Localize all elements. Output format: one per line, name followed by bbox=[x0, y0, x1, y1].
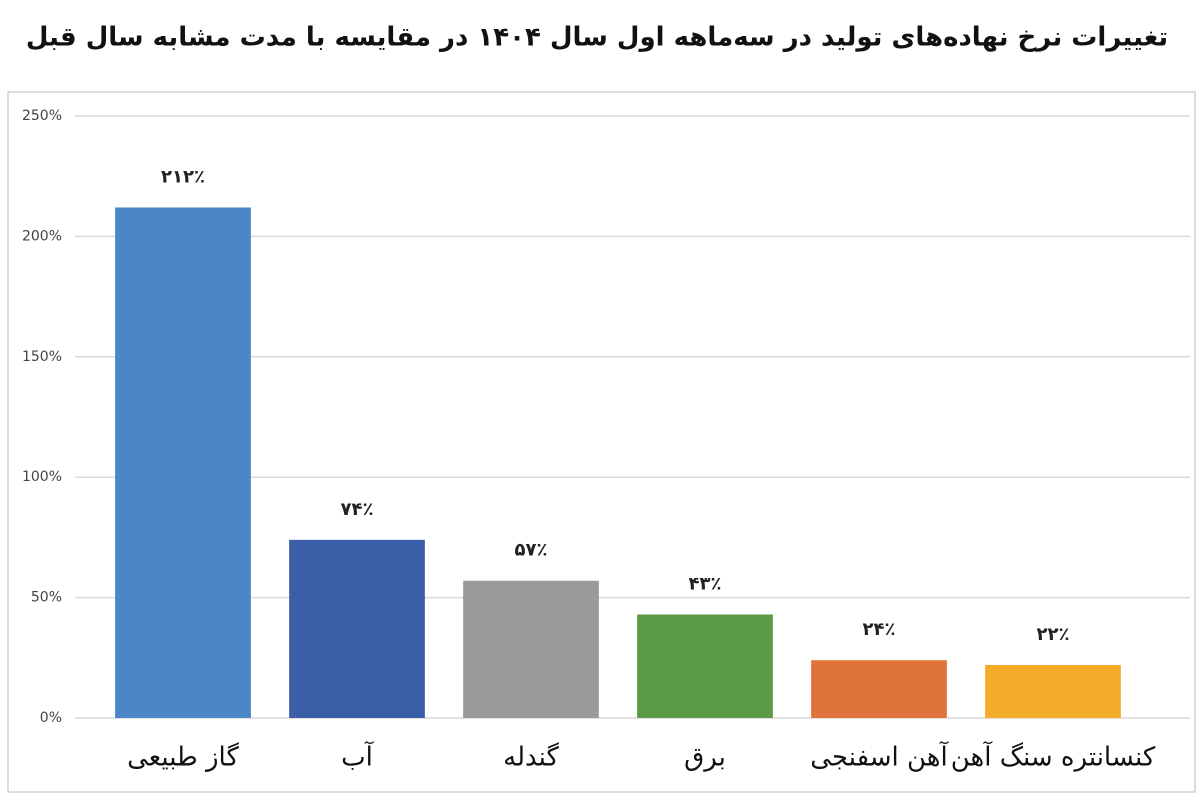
bar bbox=[289, 539, 425, 718]
y-tick-label: 200% bbox=[22, 228, 62, 244]
x-tick-label: برق bbox=[684, 743, 726, 773]
x-tick-label: آب bbox=[341, 741, 374, 773]
value-label: ۲۲٪ bbox=[1037, 624, 1070, 645]
value-label: ۲۴٪ bbox=[863, 619, 896, 640]
x-tick-label: گندله bbox=[503, 742, 559, 773]
x-tick-label: آهن اسفنجی bbox=[810, 741, 949, 773]
bar bbox=[115, 207, 251, 718]
bar bbox=[463, 580, 599, 718]
value-label: ۵۷٪ bbox=[515, 540, 548, 561]
y-tick-label: 100% bbox=[22, 469, 62, 485]
bar bbox=[985, 665, 1121, 718]
bar bbox=[637, 614, 773, 718]
y-tick-label: 250% bbox=[22, 108, 62, 124]
y-tick-label: 50% bbox=[31, 590, 62, 606]
value-label: ۷۴٪ bbox=[341, 499, 374, 520]
x-tick-label: کنسانتره سنگ آهن bbox=[951, 741, 1156, 773]
chart-title: تغییرات نرخ نهاده‌های تولید در سه‌ماهه ا… bbox=[26, 23, 1168, 53]
value-label: ۴۳٪ bbox=[689, 573, 722, 594]
y-tick-label: 150% bbox=[22, 349, 62, 365]
value-label: ۲۱۲٪ bbox=[161, 167, 205, 188]
bar bbox=[811, 660, 947, 718]
y-tick-label: 0% bbox=[40, 710, 62, 726]
x-tick-label: گاز طبیعی bbox=[127, 742, 239, 773]
